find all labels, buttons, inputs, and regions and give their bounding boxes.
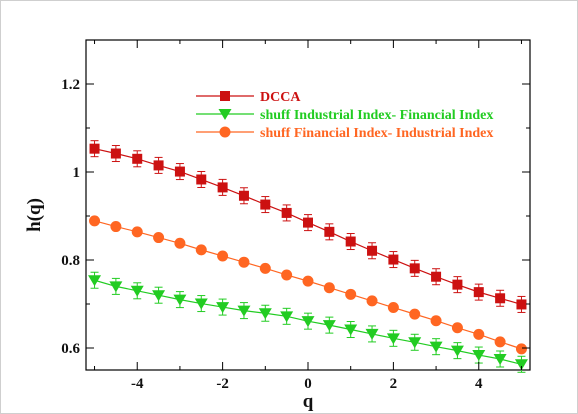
data-point [132,153,143,164]
legend-item-1: shuff Industrial Index- Financial Index [196,108,493,123]
data-point [472,350,486,362]
y-axis-label: h(q) [24,198,45,232]
data-point [281,207,292,218]
y-tick-label: 1.2 [61,77,80,93]
data-point [387,302,399,314]
data-point [322,320,336,332]
data-point [196,174,207,185]
data-point [174,237,186,249]
y-tick-label: 0.8 [61,253,80,269]
data-point [431,271,442,282]
data-point [238,256,250,268]
y-tick-label: 0.6 [61,341,80,357]
legend-item-0: DCCA [196,90,301,105]
data-point [303,217,313,228]
legend-marker [220,91,230,101]
data-point [323,282,335,294]
series-0 [89,140,527,313]
data-point [386,333,400,345]
data-point [216,302,230,314]
data-point [89,215,101,227]
data-point [280,311,294,323]
data-point [473,287,484,298]
x-tick-label: -4 [131,376,144,392]
data-point [88,275,102,287]
data-point [515,343,527,355]
data-point [409,308,421,320]
data-point [110,148,121,159]
legend-label: DCCA [260,90,301,105]
data-point [260,199,271,210]
data-point [131,226,143,238]
data-point [429,341,443,353]
data-point [109,281,123,293]
data-point [195,244,207,256]
data-point [217,250,229,262]
data-point [409,263,420,274]
x-tick-label: 2 [390,376,398,392]
legend-marker [218,109,232,120]
x-tick-label: 0 [304,376,312,392]
legend-label: shuff Industrial Index- Financial Index [260,108,493,123]
data-point [365,328,379,340]
x-tick-label: 4 [475,376,483,392]
data-point [217,182,228,193]
data-point [153,232,165,244]
data-point [258,308,272,320]
data-point [408,337,422,349]
x-axis-label: q [303,391,314,412]
data-point [324,226,335,237]
data-point [301,316,315,328]
data-point [110,221,122,233]
data-point [345,288,357,300]
data-point [495,293,506,304]
data-point [152,290,166,302]
data-point [238,190,249,201]
data-point [194,298,208,310]
data-point [89,143,100,154]
data-point [452,279,463,290]
data-point [345,236,356,247]
series-layer [88,140,528,373]
data-point [173,294,187,306]
data-point [153,160,164,171]
data-point [259,262,271,274]
data-point [430,315,442,327]
series-2 [89,215,527,355]
data-point [514,359,528,371]
data-point [366,295,378,307]
data-point [473,328,485,340]
legend-item-2: shuff Financial Index- Industrial Index [196,126,493,141]
legend-marker [219,126,231,138]
data-point [281,269,293,281]
legend-label: shuff Financial Index- Industrial Index [260,126,493,141]
data-point [388,254,399,265]
data-point [451,322,463,334]
data-point [130,285,144,297]
data-point [367,245,378,256]
y-tick-label: 1 [73,165,81,181]
data-point [493,354,507,365]
data-point [237,305,251,317]
legend: DCCA shuff Industrial Index- Financial In… [196,90,493,141]
data-point [516,299,527,310]
series-1 [88,271,528,373]
x-tick-label: -2 [216,376,229,392]
data-point [450,345,464,357]
data-point [344,324,358,336]
data-point [302,275,314,287]
data-point [494,336,506,348]
data-point [174,166,185,177]
axis-ticks: -4 -2 0 2 4 0.6 0.8 1 1.2 [61,40,530,392]
